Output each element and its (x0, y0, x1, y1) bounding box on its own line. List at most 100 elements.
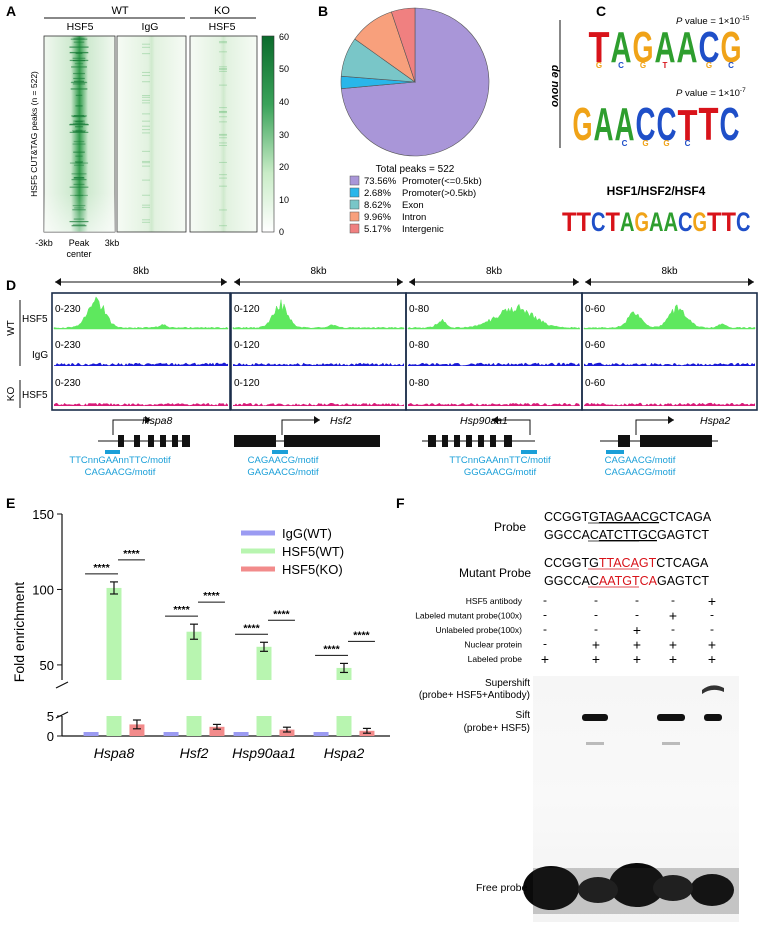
wt-group-label: WT (111, 5, 128, 17)
heatmap-streak (142, 99, 150, 101)
heatmap-streak (142, 132, 150, 134)
bar (313, 732, 329, 736)
condition-sign: - (543, 608, 547, 622)
condition-sign: - (543, 622, 547, 636)
legend-swatch (349, 211, 360, 222)
track-box (405, 292, 583, 411)
cbar-tick: 0 (279, 227, 284, 237)
condition-sign: + (633, 637, 641, 653)
condition-sign: - (543, 593, 547, 607)
heatmap-streak (142, 162, 150, 164)
motif-letter-minor: G (663, 139, 669, 148)
panel-a: A WT KO HSF5 IgG HSF5 HSF5 CUT&TAG peaks… (6, 3, 289, 259)
legend-swatch (349, 223, 360, 234)
bar (336, 667, 352, 680)
panel-f-label: F (396, 495, 405, 511)
heatmap-streak (219, 116, 227, 118)
condition-label: Labeled mutant probe(100x) (415, 611, 522, 621)
gene-exon (182, 435, 190, 447)
known-motif-letter: T (722, 207, 737, 237)
condition-sign: + (669, 651, 677, 667)
heatmap-streak (219, 144, 227, 146)
band-shift (657, 714, 685, 721)
heatmap-streak (72, 143, 86, 145)
sig-stars: **** (123, 548, 140, 560)
panel-b-label: B (318, 3, 328, 19)
gene-label: Hspa8 (142, 415, 173, 427)
band-free-probe (578, 877, 618, 903)
heatmap-streak (142, 160, 150, 162)
cbar-tick: 20 (279, 162, 289, 172)
heatmap-streak (219, 133, 227, 135)
gene-exon (118, 435, 124, 447)
heatmap-streak (69, 220, 89, 223)
svg-text:GGCCACATCTTGCGAGTCT: GGCCACATCTTGCGAGTCT (544, 528, 709, 542)
heatmap-streak (219, 67, 227, 69)
motif-label: CAGAACG/motif (85, 467, 156, 478)
heatmap-streak (142, 125, 150, 127)
motif-bar (105, 450, 120, 454)
motif-letter: C (657, 98, 677, 150)
heatmap-streak (74, 62, 84, 65)
track-range: 0-80 (409, 340, 429, 351)
heatmap-streak (75, 161, 83, 164)
gene-exon (442, 435, 448, 447)
axis-break (55, 681, 69, 689)
heatmap-streak (142, 43, 150, 45)
condition-sign: - (710, 608, 714, 622)
gel-bands (523, 685, 739, 914)
tss-arrow (281, 419, 320, 435)
heatmap-streak (219, 134, 227, 136)
bar (106, 587, 122, 680)
tss-arrowhead (668, 416, 674, 424)
heatmap-streak (219, 121, 227, 123)
gene-label: Hsp90aa1 (460, 415, 508, 427)
track-range: 0-120 (234, 304, 260, 315)
heatmap-streak (142, 71, 150, 73)
gene-exon (134, 435, 140, 447)
supershift-label-1: Supershift (485, 678, 530, 689)
row-label-wt: WT (6, 320, 17, 336)
heatmap-streak (142, 150, 150, 152)
cbar-tick: 10 (279, 195, 289, 205)
genome-tracks: 8kb 0-230 0-230 0-230 8kb 0-120 0-120 0-120 8kb 0… (51, 266, 758, 478)
mutant-probe-sequence: CCGGTGTTACAGTCTCAGA GGCCACAATGTCAGAGTCT (544, 556, 709, 588)
scale-arrowhead (234, 278, 240, 286)
heatmap-streak (75, 130, 83, 133)
legend-percent: 2.68% (364, 188, 391, 199)
motif-letter: C (636, 98, 656, 150)
condition-sign: - (671, 593, 675, 607)
cbar-tick: 40 (279, 97, 289, 107)
heatmap-streak (75, 52, 83, 54)
x-tick-left: -3kb (35, 238, 53, 248)
scale-arrowhead (748, 278, 754, 286)
gene-exon (428, 435, 436, 447)
free-probe-label: Free probe (476, 882, 528, 894)
hsf5-wt-signal (53, 296, 229, 330)
heatmap-streak (219, 174, 227, 176)
heatmap-streak (69, 124, 89, 126)
condition-sign: - (594, 608, 598, 622)
igg-signal (54, 362, 228, 366)
gene-exon (640, 435, 712, 447)
known-motif-letter: C (736, 207, 751, 237)
heatmap-streak (219, 110, 227, 112)
col-hsf5-wt: HSF5 (67, 21, 94, 33)
heatmap-streak (142, 204, 150, 206)
known-motif-letter: T (562, 207, 577, 237)
condition-sign: + (708, 593, 716, 609)
sig-stars: **** (173, 604, 190, 616)
heatmap-streak (142, 120, 150, 122)
y-tick-label: 5 (47, 709, 54, 724)
sig-stars: **** (243, 622, 260, 634)
colorbar-ticks: 60 50 40 30 20 10 0 (279, 32, 289, 237)
band-faint (586, 742, 604, 745)
heatmap-streak (219, 41, 227, 43)
heatmap-streak (219, 42, 227, 44)
condition-sign: - (594, 593, 598, 607)
panel-d: D 8kb0-2300-2300-2308kb0-1200-1200-1208k… (6, 266, 758, 478)
heatmap-streak (70, 88, 88, 90)
supershift-label-2: (probe+ HSF5+Antibody) (419, 690, 530, 701)
heatmap-streak (75, 129, 83, 131)
